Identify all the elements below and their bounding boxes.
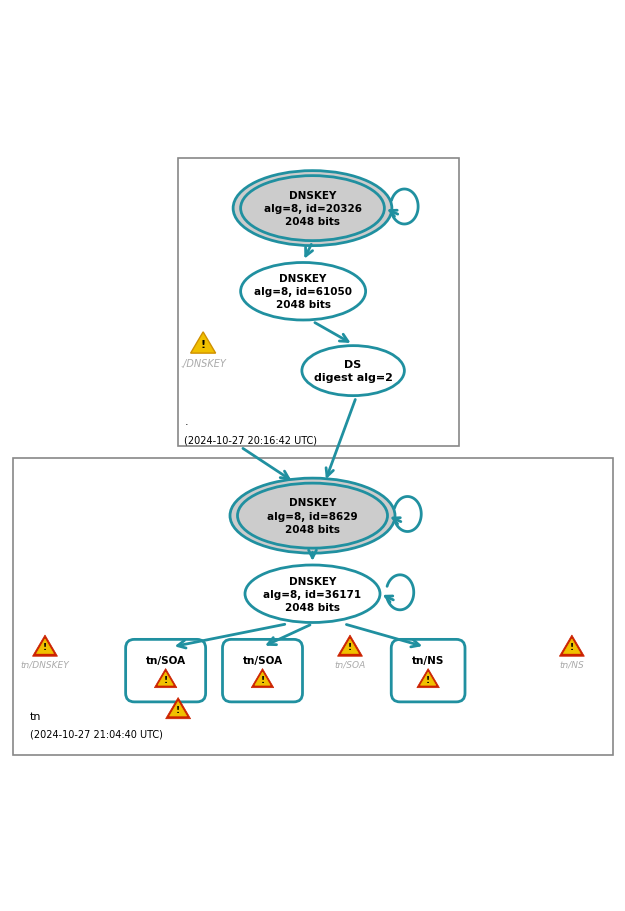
Bar [12,458,612,755]
Polygon shape [338,635,362,657]
Text: tn/NS: tn/NS [559,660,584,670]
Text: tn/NS: tn/NS [412,655,444,665]
Polygon shape [191,333,216,353]
Ellipse shape [241,263,366,321]
Polygon shape [158,672,173,685]
Text: .: . [184,417,188,426]
Text: DNSKEY
alg=8, id=8629
2048 bits: DNSKEY alg=8, id=8629 2048 bits [268,498,358,534]
FancyBboxPatch shape [391,640,465,702]
Text: tn: tn [30,711,41,721]
Polygon shape [559,635,584,657]
Polygon shape [166,698,191,719]
Polygon shape [255,672,270,685]
Text: !: ! [201,340,206,349]
Polygon shape [251,669,274,688]
Text: tn/SOA: tn/SOA [334,660,366,670]
Text: DS
digest alg=2: DS digest alg=2 [314,360,392,383]
Text: tn/SOA: tn/SOA [146,655,186,665]
Text: (2024-10-27 20:16:42 UTC): (2024-10-27 20:16:42 UTC) [184,435,318,445]
Text: !: ! [176,705,180,714]
Polygon shape [169,701,187,716]
Text: !: ! [426,675,430,684]
Polygon shape [563,640,581,654]
Polygon shape [341,640,359,654]
Text: DNSKEY
alg=8, id=20326
2048 bits: DNSKEY alg=8, id=20326 2048 bits [264,190,361,227]
Text: !: ! [570,642,574,651]
Text: tn/SOA: tn/SOA [242,655,282,665]
Text: ./DNSKEY: ./DNSKEY [180,358,226,368]
Ellipse shape [233,171,392,246]
Text: !: ! [348,642,352,651]
Polygon shape [421,672,436,685]
Text: !: ! [261,675,264,684]
FancyBboxPatch shape [222,640,302,702]
Text: DNSKEY
alg=8, id=61050
2048 bits: DNSKEY alg=8, id=61050 2048 bits [254,273,352,310]
Ellipse shape [241,177,384,241]
Ellipse shape [245,566,380,623]
Ellipse shape [230,478,395,554]
Text: !: ! [43,642,47,651]
Text: tn/DNSKEY: tn/DNSKEY [21,660,69,670]
Polygon shape [32,635,58,657]
FancyBboxPatch shape [126,640,206,702]
Text: (2024-10-27 21:04:40 UTC): (2024-10-27 21:04:40 UTC) [30,729,163,739]
Polygon shape [154,669,177,688]
Ellipse shape [302,346,404,396]
Text: !: ! [164,675,168,684]
Bar [178,159,459,446]
Ellipse shape [238,484,388,548]
Polygon shape [36,640,54,654]
Text: DNSKEY
alg=8, id=36171
2048 bits: DNSKEY alg=8, id=36171 2048 bits [264,576,361,612]
Polygon shape [417,669,439,688]
